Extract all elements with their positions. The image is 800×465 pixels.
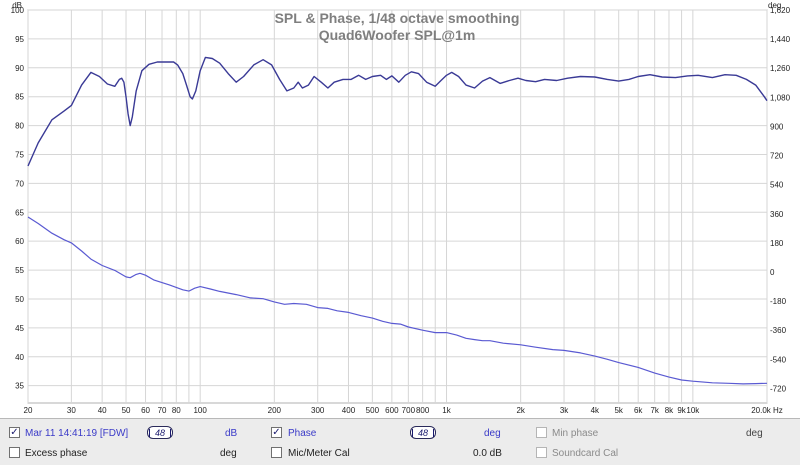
x-tick-label: 9k xyxy=(677,406,686,415)
excess-phase-label: Excess phase xyxy=(25,448,88,459)
y-right-tick-label: -360 xyxy=(770,326,787,335)
phase-unit: deg xyxy=(484,428,501,439)
min-phase-checkbox[interactable] xyxy=(536,427,547,438)
y-right-tick-label: -180 xyxy=(770,297,787,306)
x-tick-label: 700 xyxy=(402,406,416,415)
x-tick-label: 300 xyxy=(311,406,325,415)
soundcard-cal-checkbox[interactable] xyxy=(536,447,547,458)
spl-phase-chart: 20 30 40 50 60 70 80 100 200 300 400 500 600 700 800 1k… xyxy=(11,1,791,415)
chart-title: SPL & Phase, 1/48 octave smoothing xyxy=(275,10,520,26)
spl-series-line xyxy=(27,56,768,167)
chart-subtitle: Quad6Woofer SPL@1m xyxy=(319,27,476,43)
spl-smoothing-button[interactable]: 48 xyxy=(147,426,173,439)
y-right-tick-label: 900 xyxy=(770,122,784,131)
x-tick-label: 800 xyxy=(416,406,430,415)
y-right-tick-label: 540 xyxy=(770,181,784,190)
y-left-tick-label: 85 xyxy=(15,93,24,102)
y-left-tick-label: 70 xyxy=(15,179,24,188)
y-right-tick-label: 1,440 xyxy=(770,35,791,44)
y-right-tick-label: 720 xyxy=(770,152,784,161)
x-tick-label: 20 xyxy=(24,406,33,415)
x-tick-label: 30 xyxy=(67,406,76,415)
plot-area xyxy=(27,9,768,404)
y-left-tick-label: 45 xyxy=(15,324,24,333)
measurement-label: Mar 11 14:41:19 [FDW] xyxy=(25,428,129,439)
y-right-tick-label: 1,080 xyxy=(770,93,791,102)
x-tick-label: 7k xyxy=(650,406,659,415)
y-left-tick-label: 95 xyxy=(15,35,24,44)
x-tick-label: 200 xyxy=(268,406,282,415)
mic-cal-checkbox[interactable] xyxy=(271,447,282,458)
excess-phase-checkbox[interactable] xyxy=(9,447,20,458)
min-phase-unit: deg xyxy=(746,428,763,439)
y-right-tick-label: -540 xyxy=(770,355,787,364)
x-tick-label: 50 xyxy=(122,406,131,415)
y-right-tick-label: 1,260 xyxy=(770,64,791,73)
x-tick-label: 40 xyxy=(98,406,107,415)
phase-smoothing-button[interactable]: 48 xyxy=(410,426,436,439)
tick-labels: 20 30 40 50 60 70 80 100 200 300 400 500 600 700 800 1k… xyxy=(11,1,791,415)
legend-row-2: Excess phase deg Mic/Meter Cal 0.0 dB So… xyxy=(0,443,800,463)
spl-smoothing-label: 48 xyxy=(154,428,165,438)
y-right-tick-label: -720 xyxy=(770,384,787,393)
x-tick-label: 80 xyxy=(172,406,181,415)
x-tick-label: 500 xyxy=(366,406,380,415)
mic-cal-label: Mic/Meter Cal xyxy=(288,448,350,459)
x-tick-label: 400 xyxy=(342,406,356,415)
y-left-tick-label: 60 xyxy=(15,237,24,246)
x-tick-label: 6k xyxy=(634,406,643,415)
y-left-tick-label: 80 xyxy=(15,122,24,131)
phase-series-line xyxy=(27,216,768,385)
mic-cal-value: 0.0 dB xyxy=(473,448,502,459)
y-left-tick-label: 50 xyxy=(15,295,24,304)
y-right-tick-label: 360 xyxy=(770,210,784,219)
x-tick-label: 20.0k Hz xyxy=(751,406,783,415)
y-left-tick-label: 40 xyxy=(15,353,24,362)
x-tick-label: 600 xyxy=(385,406,399,415)
x-tick-label: 2k xyxy=(516,406,525,415)
y-left-tick-label: 100 xyxy=(11,6,25,15)
y-right-tick-label: 1,620 xyxy=(770,6,791,15)
chart-canvas: 20 30 40 50 60 70 80 100 200 300 400 500 600 700 800 1k… xyxy=(11,1,791,415)
y-left-tick-label: 75 xyxy=(15,150,24,159)
phase-label: Phase xyxy=(288,428,317,439)
min-phase-label: Min phase xyxy=(552,428,599,439)
legend-panel: Mar 11 14:41:19 [FDW] 48 dB Phase 48 deg… xyxy=(0,418,800,465)
series-layer xyxy=(27,56,768,385)
x-tick-label: 1k xyxy=(442,406,451,415)
y-left-tick-label: 90 xyxy=(15,64,24,73)
x-tick-label: 70 xyxy=(158,406,167,415)
y-left-tick-label: 55 xyxy=(15,266,24,275)
spl-unit: dB xyxy=(225,428,238,439)
phase-smoothing-label: 48 xyxy=(417,428,428,438)
x-tick-label: 8k xyxy=(665,406,674,415)
grid-layer xyxy=(27,9,768,404)
phase-checkbox[interactable] xyxy=(271,427,282,438)
x-tick-label: 100 xyxy=(193,406,207,415)
measurement-checkbox[interactable] xyxy=(9,427,20,438)
y-right-tick-label: 0 xyxy=(770,268,775,277)
legend-row-1: Mar 11 14:41:19 [FDW] 48 dB Phase 48 deg… xyxy=(0,422,800,442)
x-tick-label: 5k xyxy=(614,406,623,415)
y-right-tick-label: 180 xyxy=(770,239,784,248)
y-left-tick-label: 35 xyxy=(15,382,24,391)
y-right-unit-label: deg xyxy=(768,1,781,10)
soundcard-cal-label: Soundcard Cal xyxy=(552,448,619,459)
x-tick-label: 4k xyxy=(591,406,600,415)
x-tick-label: 10k xyxy=(686,406,700,415)
excess-phase-unit: deg xyxy=(220,448,237,459)
x-tick-label: 60 xyxy=(141,406,150,415)
y-left-tick-label: 65 xyxy=(15,208,24,217)
y-left-unit-label: dB xyxy=(12,1,22,10)
x-tick-label: 3k xyxy=(560,406,569,415)
